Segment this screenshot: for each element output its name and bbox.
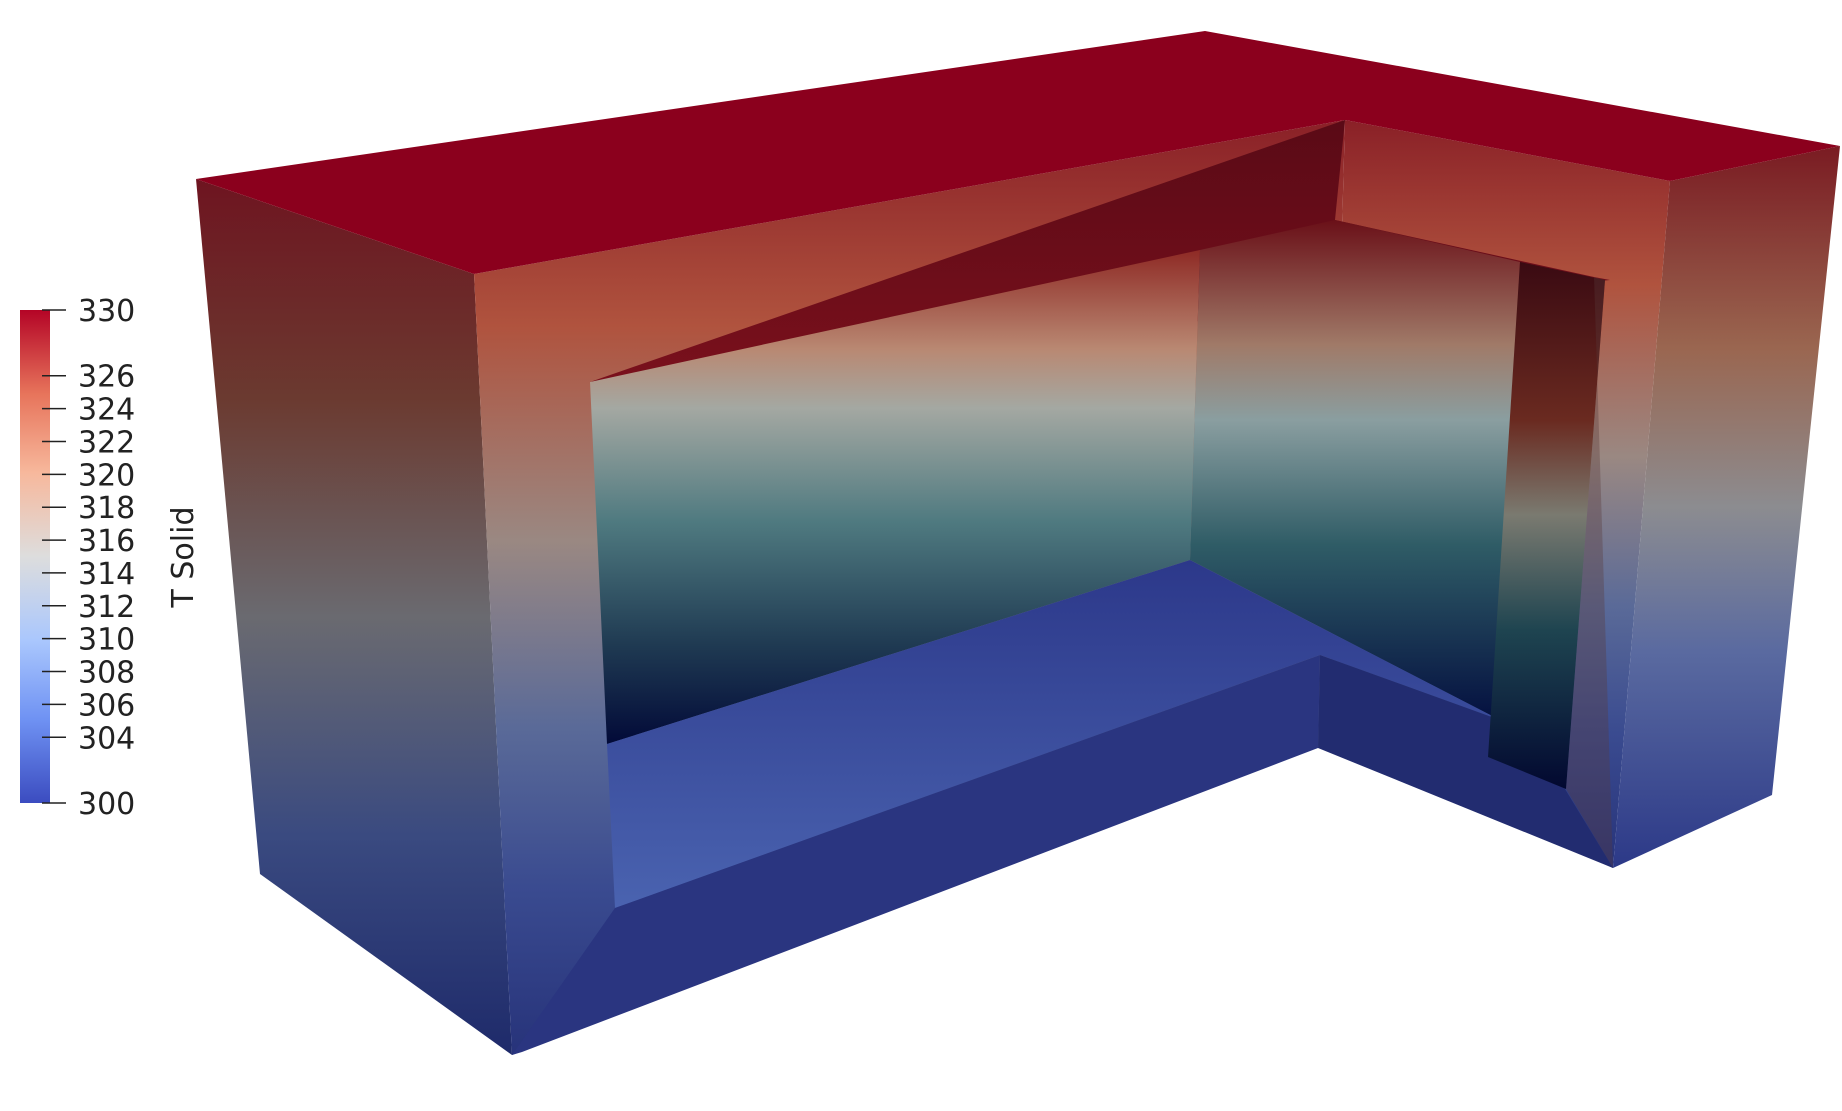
colorbar-tick-label: 312 bbox=[78, 590, 135, 625]
floor-step-right bbox=[1318, 655, 1613, 868]
colorbar-tick-label: 306 bbox=[78, 688, 135, 723]
inner-back-wall bbox=[590, 250, 1200, 744]
outer-left-face bbox=[196, 179, 512, 1055]
colorbar-tick-label: 330 bbox=[78, 294, 135, 329]
colorbar-tick-label: 314 bbox=[78, 557, 135, 592]
colorbar-tick-label: 300 bbox=[78, 787, 135, 822]
scalar-bar-title: T Solid bbox=[166, 507, 201, 609]
colorbar-tick-label: 304 bbox=[78, 721, 135, 756]
inner-side-wall bbox=[1190, 220, 1520, 720]
floor-step-front bbox=[512, 655, 1320, 1055]
inner-floor bbox=[607, 560, 1500, 908]
colorbar-tick-label: 316 bbox=[78, 524, 135, 559]
colorbar-tick-label: 318 bbox=[78, 491, 135, 526]
colorbar-tick-label: 322 bbox=[78, 425, 135, 460]
colorbar-tick-label: 320 bbox=[78, 458, 135, 493]
colorbar-tick-label: 324 bbox=[78, 393, 135, 428]
colorbar-tick-label: 326 bbox=[78, 360, 135, 395]
colorbar-tick-label: 310 bbox=[78, 623, 135, 658]
inner-top-face bbox=[590, 120, 1610, 382]
outer-right-face bbox=[1613, 146, 1840, 868]
colorbar bbox=[20, 310, 50, 803]
top-face bbox=[196, 31, 1840, 274]
colorbar-tick-label: 308 bbox=[78, 656, 135, 691]
inner-panel bbox=[1488, 262, 1605, 789]
right-pocket-frame bbox=[1566, 277, 1613, 868]
